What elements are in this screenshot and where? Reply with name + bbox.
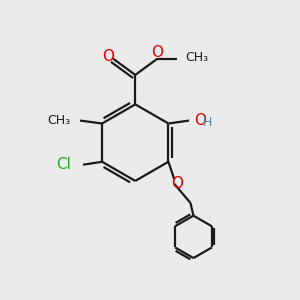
Text: O: O <box>171 176 183 191</box>
Text: Cl: Cl <box>56 157 71 172</box>
Text: O: O <box>152 45 164 60</box>
Text: CH₃: CH₃ <box>47 114 70 127</box>
Text: O: O <box>103 50 115 64</box>
Text: O: O <box>194 113 206 128</box>
Text: H: H <box>202 116 212 129</box>
Text: CH₃: CH₃ <box>185 51 208 64</box>
